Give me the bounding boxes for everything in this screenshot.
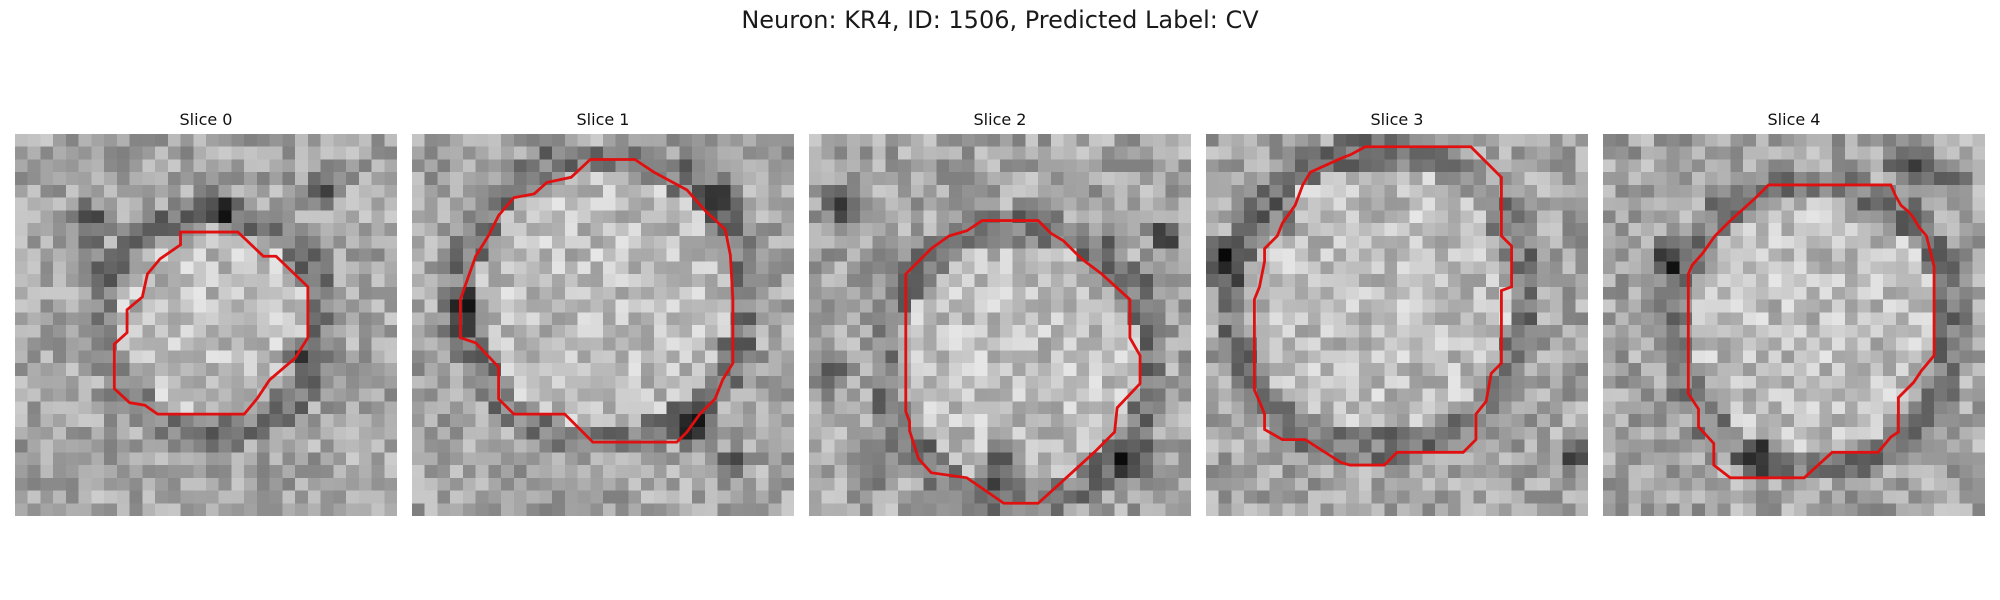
slice-image-2 (809, 134, 1191, 516)
slice-title-2: Slice 2 (973, 110, 1027, 129)
grayscale-pixels (412, 134, 794, 516)
slice-panel-3: Slice 3 (1206, 108, 1588, 516)
slice-panel-0: Slice 0 (15, 108, 397, 516)
slice-panel-1: Slice 1 (412, 108, 794, 516)
grayscale-pixels (1206, 134, 1588, 516)
red-contour-outline (112, 230, 310, 416)
red-contour-outline (904, 219, 1142, 505)
slice-panel-2: Slice 2 (809, 108, 1191, 516)
figure-title: Neuron: KR4, ID: 1506, Predicted Label: … (741, 6, 1259, 34)
grayscale-pixels (15, 134, 397, 516)
slice-panel-4: Slice 4 (1603, 108, 1985, 516)
slice-title-3: Slice 3 (1370, 110, 1424, 129)
red-contour-outline (1686, 183, 1936, 480)
slice-image-3 (1206, 134, 1588, 516)
red-contour-outline (458, 158, 735, 444)
slice-image-0 (15, 134, 397, 516)
red-contour-outline (1252, 145, 1514, 467)
slice-title-0: Slice 0 (179, 110, 233, 129)
slice-image-1 (412, 134, 794, 516)
grayscale-pixels (1603, 134, 1985, 516)
slice-title-1: Slice 1 (576, 110, 630, 129)
grayscale-pixels (809, 134, 1191, 516)
slice-title-4: Slice 4 (1767, 110, 1821, 129)
slice-image-4 (1603, 134, 1985, 516)
